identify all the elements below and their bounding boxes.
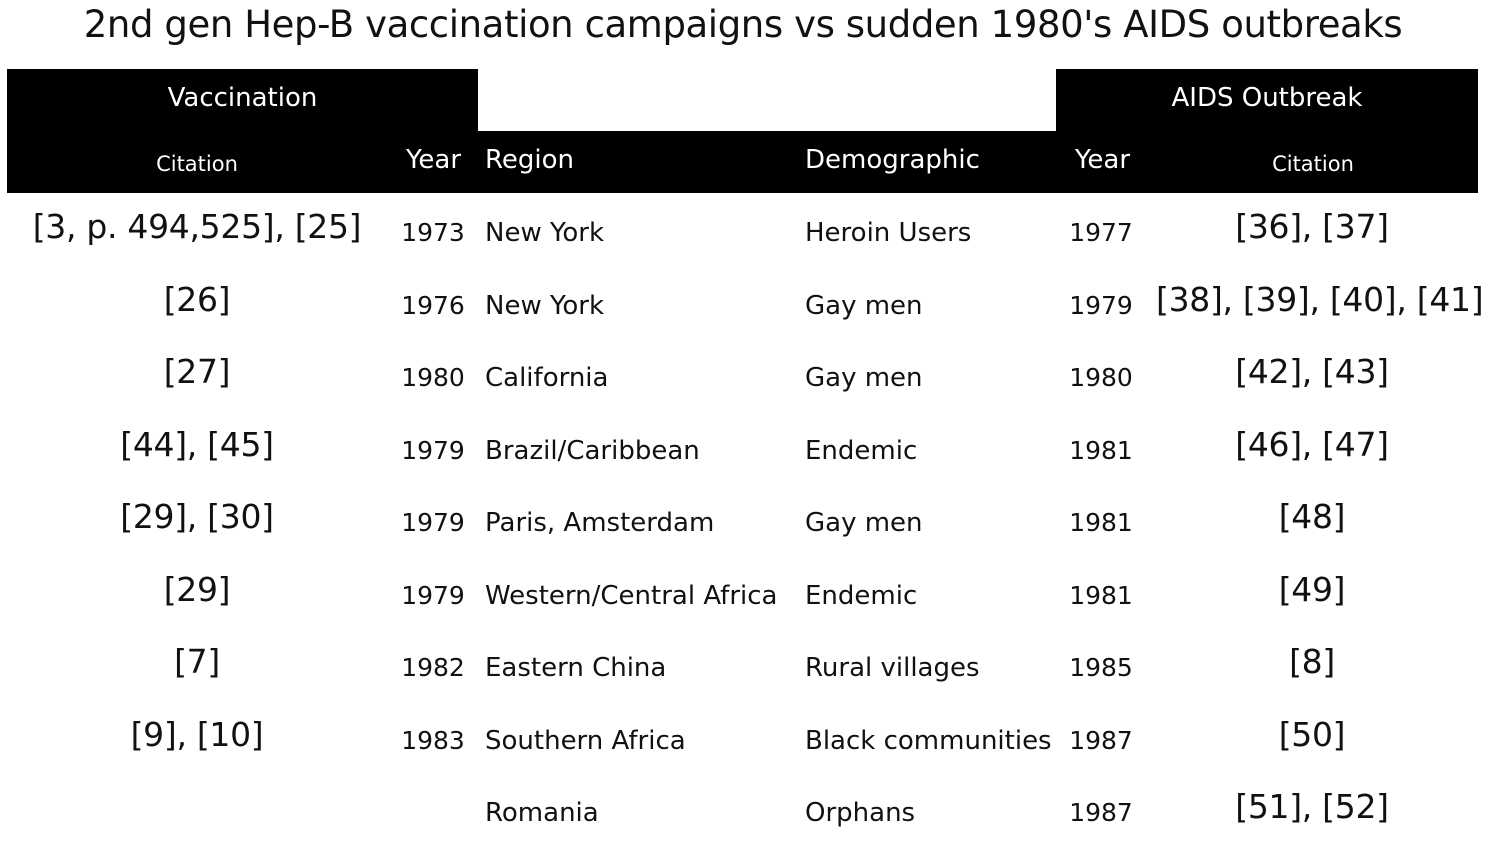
region-cell: Paris, Amsterdam [485, 508, 715, 538]
vaccination-citation-cell [0, 773, 394, 845]
vaccination-citation-cell: [3, p. 494,525], [25] [32, 207, 362, 246]
vaccination-citation-cell: [26] [163, 279, 231, 319]
region-cell: Southern Africa [485, 725, 686, 756]
aids-citation-cell: [51], [52] [1235, 787, 1389, 826]
region-cell: Western/Central Africa [485, 580, 778, 611]
table-row: [29], [30] 1979 Paris, Amsterdam Gay men… [0, 483, 1486, 556]
table-row: [27] 1980 California Gay men 1980 [42], … [0, 338, 1486, 411]
page-title: 2nd gen Hep-B vaccination campaigns vs s… [83, 3, 1403, 46]
aids-citation-header: Citation [1272, 152, 1354, 176]
demographic-cell: Endemic [805, 435, 918, 466]
demographic-cell: Rural villages [805, 653, 980, 683]
demographic-cell: Endemic [805, 580, 918, 611]
region-cell: Romania [485, 798, 599, 828]
vaccination-citation-header: Citation [156, 152, 238, 176]
region-cell: New York [485, 290, 605, 321]
table-row: Romania Orphans 1987 [51], [52] [0, 773, 1486, 846]
aids-citation-cell: [48] [1278, 497, 1346, 536]
aids-citation-cell: [36], [37] [1235, 207, 1389, 246]
aids-year-cell: 1977 [1069, 218, 1133, 247]
vaccination-citation-cell: [9], [10] [130, 714, 264, 754]
aids-citation-cell: [50] [1278, 714, 1346, 754]
region-cell: Brazil/Caribbean [485, 435, 700, 466]
column-header-row: Citation Year Region Demographic Year Ci… [7, 131, 1478, 193]
aids-year-cell: 1981 [1069, 580, 1133, 610]
table-row: [3, p. 494,525], [25] 1973 New York Hero… [0, 193, 1486, 266]
aids-year-header: Year [1075, 145, 1131, 175]
aids-citation-cell: [38], [39], [40], [41] [1156, 279, 1484, 319]
vaccination-citation-cell: [29] [163, 569, 231, 609]
aids-year-cell: 1981 [1069, 508, 1133, 537]
table-row: [9], [10] 1983 Southern Africa Black com… [0, 701, 1486, 774]
region-cell: New York [485, 218, 605, 248]
aids-year-cell: 1985 [1069, 653, 1133, 682]
demographic-cell: Black communities [805, 725, 1052, 756]
region-cell: California [485, 363, 609, 393]
region-cell: Eastern China [485, 653, 667, 683]
demographic-cell: Orphans [805, 798, 916, 828]
demographic-cell: Gay men [805, 363, 923, 393]
aids-outbreak-group-header: AIDS Outbreak [1056, 69, 1478, 131]
demographic-cell: Gay men [805, 508, 923, 538]
aids-citation-cell: [42], [43] [1235, 352, 1389, 391]
aids-citation-cell: [49] [1278, 569, 1346, 609]
vaccination-year-cell: 1976 [401, 290, 465, 320]
vaccination-year-cell: 1982 [401, 653, 465, 682]
aids-year-cell: 1979 [1069, 290, 1133, 320]
vaccination-year-header: Year [406, 145, 462, 175]
aids-citation-cell: [8] [1289, 642, 1335, 681]
vaccination-year-cell [398, 773, 468, 845]
demographic-cell: Heroin Users [805, 218, 972, 248]
vaccination-year-cell: 1979 [401, 435, 465, 465]
table-row: [29] 1979 Western/Central Africa Endemic… [0, 556, 1486, 629]
demographic-cell: Gay men [805, 290, 923, 321]
vaccination-citation-cell: [7] [174, 642, 220, 681]
vaccination-year-cell: 1983 [401, 725, 465, 755]
aids-outbreak-group-label: AIDS Outbreak [1171, 83, 1363, 113]
vaccination-citation-cell: [27] [163, 352, 231, 391]
aids-year-cell: 1980 [1069, 363, 1133, 392]
vaccination-year-cell: 1979 [401, 508, 465, 537]
table-body: [3, p. 494,525], [25] 1973 New York Hero… [0, 193, 1486, 846]
vaccination-group-label: Vaccination [167, 83, 318, 113]
vaccination-citation-cell: [44], [45] [120, 424, 274, 464]
vaccination-group-header: Vaccination [7, 69, 478, 131]
demographic-header: Demographic [805, 145, 980, 175]
aids-citation-cell: [46], [47] [1235, 424, 1389, 464]
vaccination-citation-cell: [29], [30] [120, 497, 274, 536]
vaccination-year-cell: 1980 [401, 363, 465, 392]
aids-year-cell: 1987 [1069, 798, 1133, 827]
table-row: [7] 1982 Eastern China Rural villages 19… [0, 628, 1486, 701]
aids-year-cell: 1981 [1069, 435, 1133, 465]
table-row: [26] 1976 New York Gay men 1979 [38], [3… [0, 266, 1486, 339]
vaccination-year-cell: 1979 [401, 580, 465, 610]
region-header: Region [485, 145, 575, 175]
table-row: [44], [45] 1979 Brazil/Caribbean Endemic… [0, 411, 1486, 484]
vaccination-year-cell: 1973 [401, 218, 465, 247]
aids-year-cell: 1987 [1069, 725, 1133, 755]
